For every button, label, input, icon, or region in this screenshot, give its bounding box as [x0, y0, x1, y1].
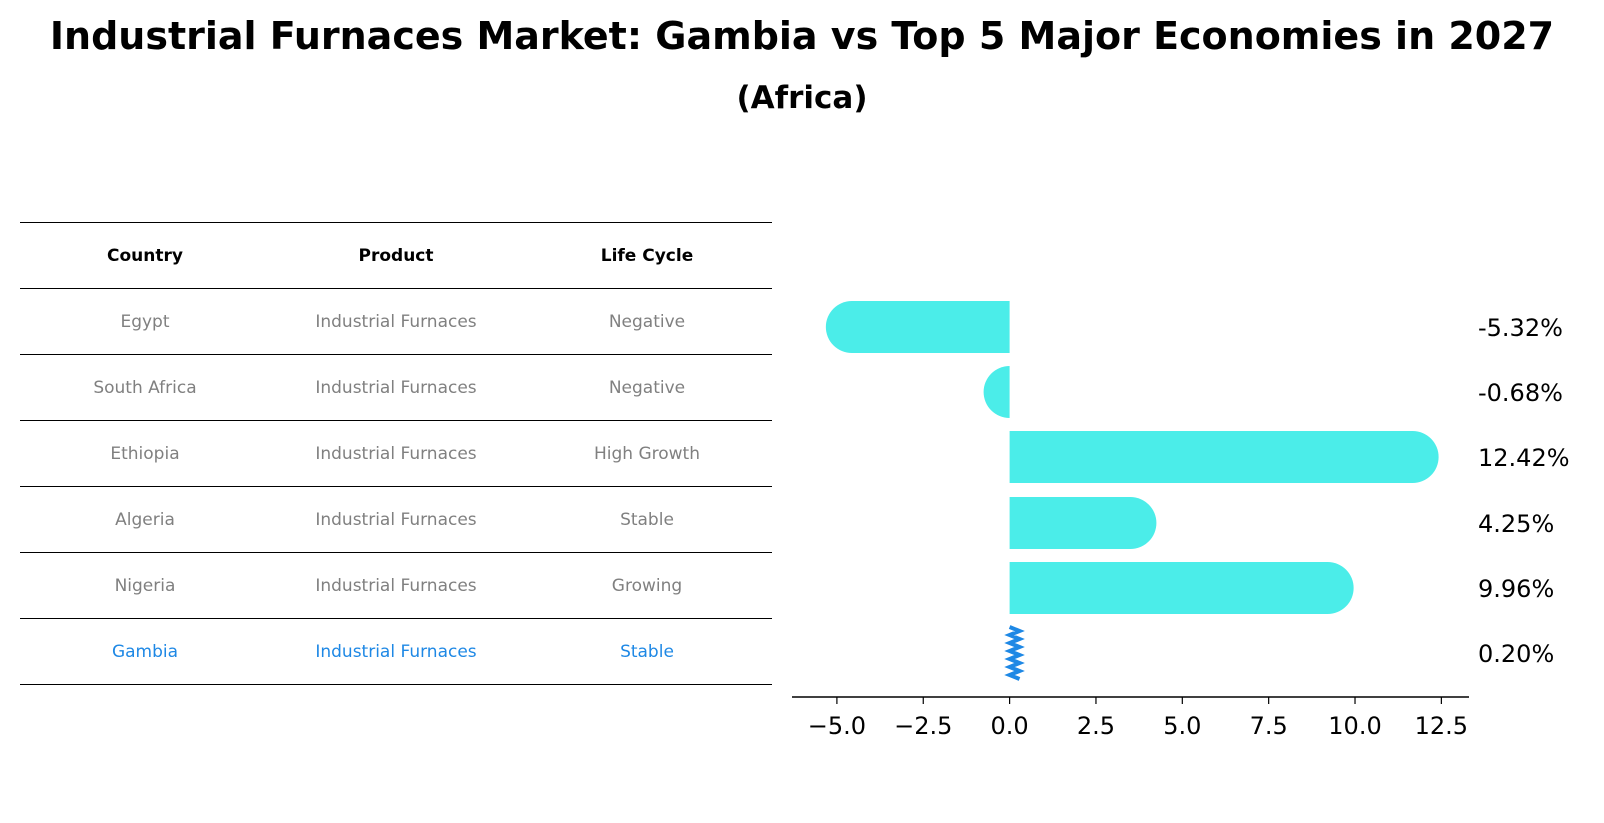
value-label: 0.20% — [1478, 640, 1554, 668]
cell-product: Industrial Furnaces — [315, 509, 477, 530]
cell-product: Industrial Furnaces — [315, 377, 477, 398]
table-row: Egypt Industrial Furnaces Negative — [20, 289, 772, 355]
cell-life-cycle: Negative — [608, 377, 686, 398]
cell-country: Nigeria — [114, 575, 176, 596]
chart-subtitle: (Africa) — [736, 80, 868, 116]
table-row: Ethiopia Industrial Furnaces High Growth — [20, 421, 772, 487]
bar-gambia — [1004, 625, 1025, 681]
x-tick-label: 10.0 — [1328, 712, 1381, 740]
cell-product: Industrial Furnaces — [315, 641, 477, 662]
cell-country: Ethiopia — [110, 443, 180, 464]
cell-country: South Africa — [93, 377, 197, 398]
bar-egypt — [825, 301, 1010, 353]
x-tick-label: 2.5 — [1077, 712, 1115, 740]
cell-product: Industrial Furnaces — [315, 443, 477, 464]
value-label: 4.25% — [1478, 510, 1554, 538]
bar-ethiopia — [1009, 431, 1439, 483]
value-label: 9.96% — [1478, 575, 1554, 603]
value-label: -0.68% — [1478, 379, 1563, 407]
cell-country: Egypt — [120, 311, 170, 332]
table-header-row: Country Product Life Cycle — [20, 223, 772, 289]
table-row: Algeria Industrial Furnaces Stable — [20, 487, 772, 553]
header-life-cycle: Life Cycle — [600, 245, 694, 266]
cell-life-cycle: High Growth — [593, 443, 700, 464]
value-label: 12.42% — [1478, 444, 1570, 472]
cell-product: Industrial Furnaces — [315, 311, 477, 332]
table-row-highlight: Gambia Industrial Furnaces Stable — [20, 619, 772, 685]
bar-algeria — [1009, 497, 1157, 549]
bar-nigeria — [1009, 562, 1354, 614]
x-tick-label: 7.5 — [1250, 712, 1288, 740]
cell-life-cycle: Stable — [620, 509, 674, 530]
cell-country: Gambia — [111, 641, 179, 662]
cell-country: Algeria — [115, 509, 175, 530]
header-product: Product — [358, 245, 434, 266]
x-tick-label: −5.0 — [808, 712, 866, 740]
x-tick-label: −2.5 — [894, 712, 952, 740]
table-row: South Africa Industrial Furnaces Negativ… — [20, 355, 772, 421]
country-table: Country Product Life Cycle Egypt Industr… — [20, 222, 772, 685]
chart-title: Industrial Furnaces Market: Gambia vs To… — [49, 14, 1555, 58]
cell-life-cycle: Growing — [611, 575, 683, 596]
x-tick-label: 0.0 — [991, 712, 1029, 740]
x-tick-label: 12.5 — [1415, 712, 1468, 740]
value-label: -5.32% — [1478, 314, 1563, 342]
x-tick-label: 5.0 — [1163, 712, 1201, 740]
bar-south-africa — [983, 366, 1010, 418]
cell-product: Industrial Furnaces — [315, 575, 477, 596]
header-country: Country — [107, 245, 183, 266]
cell-life-cycle: Stable — [620, 641, 674, 662]
cell-life-cycle: Negative — [608, 311, 686, 332]
table-row: Nigeria Industrial Furnaces Growing — [20, 553, 772, 619]
